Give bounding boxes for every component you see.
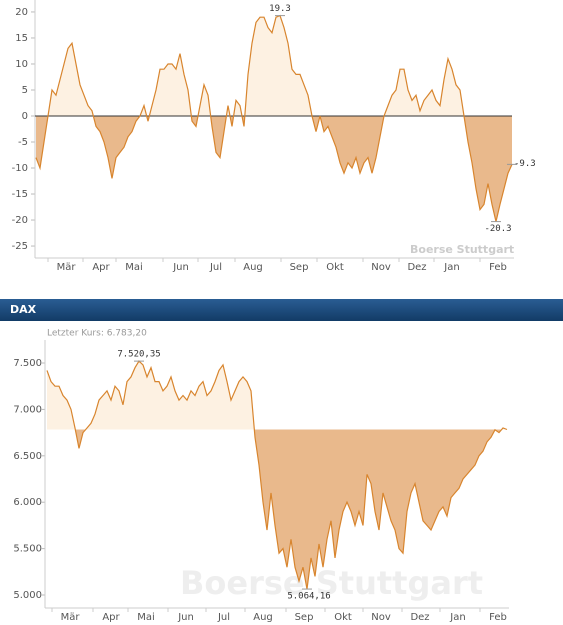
x-tick-label: Jun (177, 612, 194, 623)
y-tick-label: 7.500 (13, 358, 42, 369)
last-price: Letzter Kurs: 6.783,20 (47, 329, 147, 339)
annotation: 7.520,35 (117, 350, 160, 360)
x-tick-label: Jan (443, 262, 459, 273)
x-tick-label: Mär (57, 262, 77, 273)
x-tick-label: Mär (61, 612, 81, 623)
x-tick-label: Nov (371, 262, 391, 273)
line (46, 360, 508, 590)
annotation: 19.3 (269, 4, 291, 14)
header-title: DAX (10, 303, 37, 316)
annotation: -9.3 (514, 159, 536, 169)
x-tick-label: Dez (407, 262, 426, 273)
x-tick-label: Sep (295, 612, 314, 623)
x-tick-label: Jul (217, 612, 230, 623)
x-tick-label: Okt (326, 262, 344, 273)
y-tick-label: 0 (22, 111, 28, 122)
watermark: Boerse Stuttgart (180, 564, 483, 602)
x-tick-label: Apr (102, 612, 120, 623)
area-above (48, 15, 464, 116)
line (35, 14, 513, 222)
annotation: -20.3 (484, 224, 511, 234)
y-tick-label: -25 (12, 241, 28, 252)
x-tick-label: Mai (137, 612, 155, 623)
x-tick-label: Feb (489, 612, 507, 623)
y-tick-label: 6.000 (13, 497, 42, 508)
y-tick-label: -5 (18, 137, 28, 148)
x-tick-label: Aug (243, 262, 263, 273)
y-tick-label: 5.500 (13, 544, 42, 555)
annotation: 5.064,16 (287, 592, 330, 602)
area-below (75, 429, 502, 590)
y-tick-label: 20 (15, 7, 28, 18)
x-tick-label: Aug (253, 612, 273, 623)
x-tick-label: Jun (172, 262, 189, 273)
x-tick-label: Feb (489, 262, 507, 273)
x-tick-label: Sep (290, 262, 309, 273)
y-tick-label: -15 (12, 189, 28, 200)
y-tick-label: 10 (15, 59, 28, 70)
y-tick-label: -10 (12, 163, 28, 174)
x-tick-label: Mai (125, 262, 143, 273)
x-tick-label: Nov (371, 612, 391, 623)
y-tick-label: 15 (15, 33, 28, 44)
header-bar (0, 299, 563, 321)
y-tick-label: 6.500 (13, 451, 42, 462)
x-tick-label: Jul (209, 262, 222, 273)
y-tick-label: 5.000 (13, 590, 42, 601)
x-tick-label: Okt (334, 612, 352, 623)
x-tick-label: Jan (449, 612, 465, 623)
y-tick-label: -20 (12, 215, 28, 226)
y-tick-label: 5 (22, 85, 28, 96)
x-tick-label: Apr (92, 262, 110, 273)
watermark: Boerse Stuttgart (410, 243, 514, 256)
x-tick-label: Dez (410, 612, 429, 623)
area-above (47, 361, 507, 430)
y-tick-label: 7.000 (13, 404, 42, 415)
